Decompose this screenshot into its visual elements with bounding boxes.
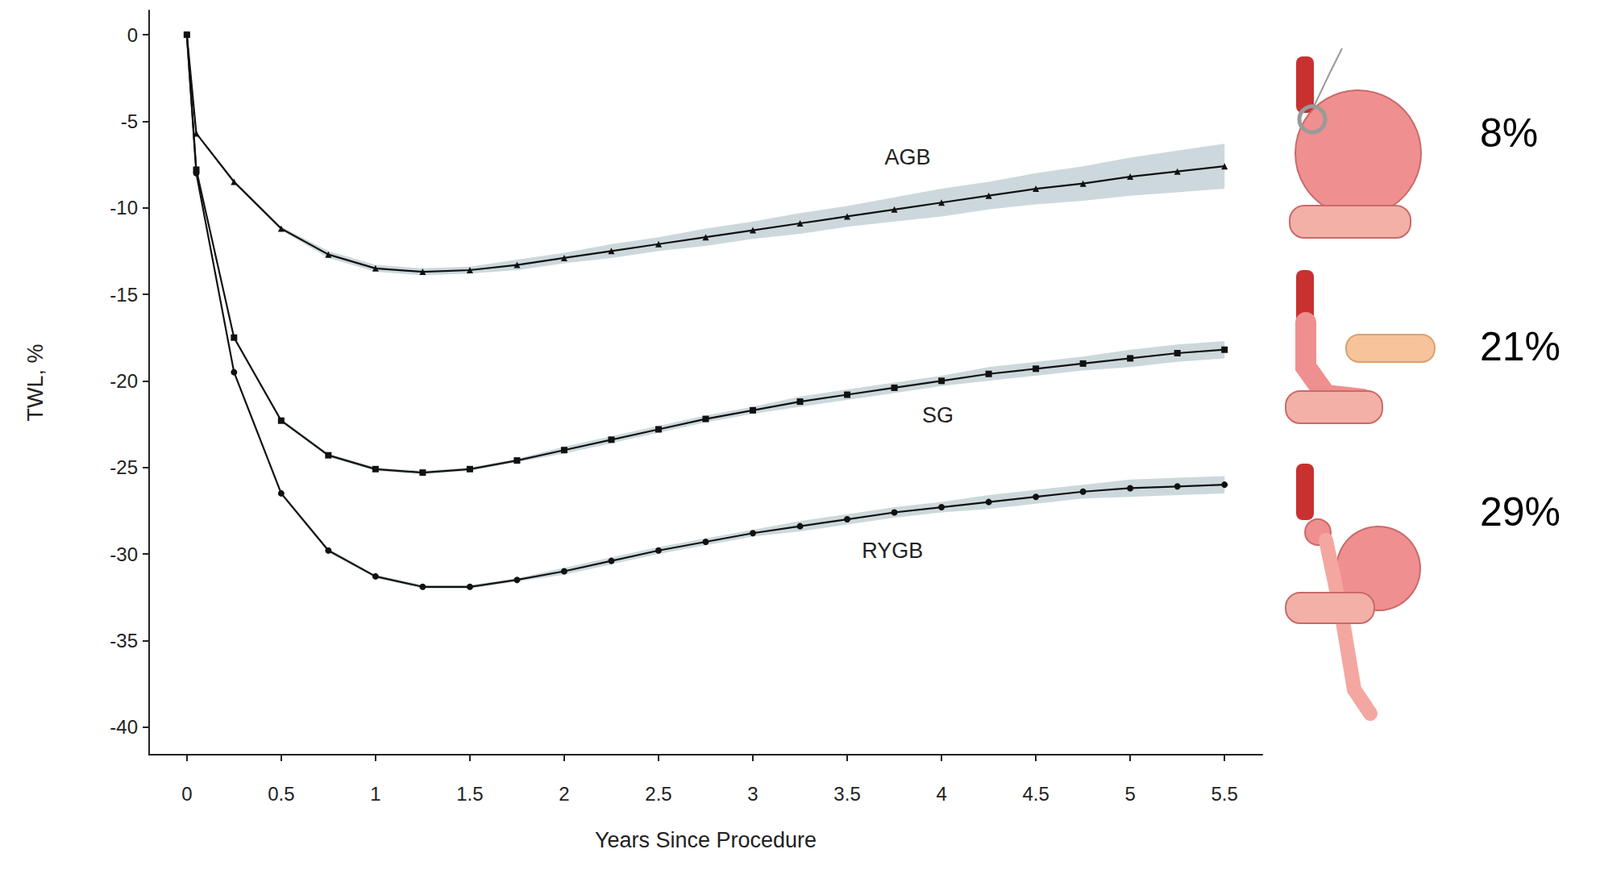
svg-text:3: 3 — [747, 782, 758, 805]
svg-text:4.5: 4.5 — [1022, 782, 1049, 805]
svg-text:SG: SG — [922, 403, 954, 428]
svg-text:0: 0 — [181, 782, 192, 805]
svg-text:-30: -30 — [109, 543, 138, 566]
svg-text:-20: -20 — [109, 369, 138, 392]
svg-text:-40: -40 — [109, 715, 138, 738]
svg-text:AGB: AGB — [884, 145, 931, 170]
svg-text:TWL, %: TWL, % — [23, 343, 48, 421]
svg-text:5.5: 5.5 — [1210, 782, 1238, 805]
svg-text:-5: -5 — [120, 110, 138, 133]
svg-text:8%: 8% — [1479, 110, 1538, 156]
svg-text:0: 0 — [127, 24, 138, 46]
svg-text:29%: 29% — [1479, 489, 1561, 535]
svg-text:3.5: 3.5 — [833, 782, 861, 805]
svg-text:2: 2 — [558, 782, 570, 805]
svg-text:1.5: 1.5 — [456, 782, 483, 805]
svg-text:-25: -25 — [109, 456, 138, 478]
svg-text:Years Since Procedure: Years Since Procedure — [594, 827, 817, 852]
svg-text:1: 1 — [369, 782, 381, 805]
svg-text:21%: 21% — [1479, 324, 1561, 370]
svg-text:RYGB: RYGB — [861, 538, 923, 563]
svg-text:5: 5 — [1124, 782, 1135, 805]
svg-text:4: 4 — [935, 782, 947, 805]
svg-text:0.5: 0.5 — [267, 782, 295, 805]
svg-text:-10: -10 — [109, 196, 138, 219]
svg-text:-15: -15 — [109, 283, 138, 306]
svg-text:-35: -35 — [109, 629, 138, 652]
svg-text:2.5: 2.5 — [644, 782, 672, 805]
